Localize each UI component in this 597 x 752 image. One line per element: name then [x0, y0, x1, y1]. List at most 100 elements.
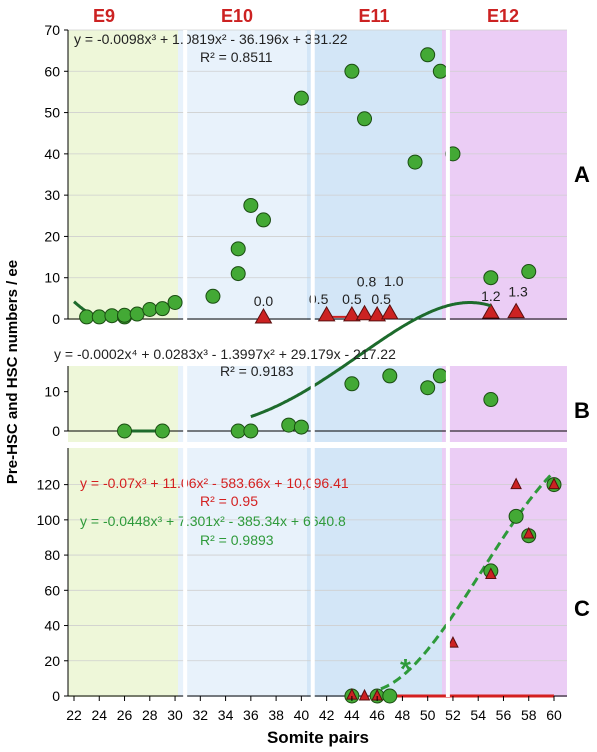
panel-a-green-point [432, 63, 448, 79]
x-tick-label: 40 [294, 707, 310, 723]
panel-a-green-point [117, 307, 133, 323]
panel-a-band-e9 [68, 30, 178, 320]
panel-a-red-point-label: 0.5 [371, 291, 391, 307]
panel-a-green-point [344, 63, 360, 79]
panel-b-green-point [293, 419, 309, 435]
x-tick-label: 24 [91, 707, 107, 723]
panel-b-fit-curve-green-right [250, 301, 492, 419]
x-tick-label: 46 [369, 707, 385, 723]
x-tick-label: 52 [445, 707, 461, 723]
panel-b-green-point [420, 380, 436, 396]
panel-a-green-point [255, 212, 271, 228]
panel-b-label: B [574, 398, 590, 423]
stage-label-e12: E12 [487, 6, 519, 26]
panel-c: 0 20 40 60 80 100 120 y = -0.07x³ + 11.06x² - … [37, 448, 590, 704]
panel-c-band-e11 [307, 448, 442, 697]
x-tick-label: 30 [167, 707, 183, 723]
panel-c-y-tick-label: 0 [52, 688, 60, 704]
panel-a-y-tick-label: 40 [44, 146, 60, 162]
panel-a-green-point [293, 90, 309, 106]
panel-a-green-point [230, 266, 246, 282]
panel-a-label: A [574, 162, 590, 187]
panel-b-green-point [154, 423, 170, 439]
panel-a-band-e11 [307, 30, 442, 320]
panel-b-green-point [382, 368, 398, 384]
panel-b-green-point [483, 392, 499, 408]
panel-a-red-point [343, 305, 361, 322]
x-tick-label: 54 [470, 707, 486, 723]
panel-a-y-tick-label: 60 [44, 63, 60, 79]
x-tick-label: 42 [319, 707, 335, 723]
panel-a-red-point-label: 1.0 [384, 273, 404, 289]
panel-c-band-e9 [68, 448, 178, 697]
panel-a-y-tick-label: 20 [44, 228, 60, 244]
panel-c-red-point [447, 636, 459, 648]
panel-a-green-point [420, 47, 436, 63]
panel-a-green-point [357, 111, 373, 127]
panel-c-red-point [548, 477, 560, 490]
panel-a-fit-equation: y = -0.0098x³ + 1.0819x² - 36.196x + 381… [74, 31, 348, 47]
panel-c-y-tick-label: 60 [44, 582, 60, 598]
panel-a-red-point [254, 307, 273, 324]
panel-b-green-point [432, 368, 448, 384]
panel-a-red-point [380, 303, 399, 320]
panel-b-y-tick-label: 10 [44, 384, 60, 400]
panel-a-green-point [521, 264, 537, 280]
panel-a-green-point [230, 241, 246, 257]
panel-a-red-point-label: 0.8 [357, 274, 377, 290]
panel-c-green-point [508, 508, 524, 524]
panel-c-y-tick-label: 120 [37, 477, 61, 493]
panel-c-red-point [485, 567, 497, 579]
panel-c-fit-curve-green [380, 470, 556, 691]
panel-b: 0 10 y = -0.0002x⁴ + 0.0283x³ - 1.3997x² … [44, 301, 590, 442]
panel-a-backgrounds [68, 30, 567, 320]
x-tick-label: 34 [218, 707, 234, 723]
x-axis-title: Somite pairs [267, 728, 369, 747]
panel-b-band-e11 [307, 366, 442, 442]
panel-a-y-tick-label: 50 [44, 105, 60, 121]
stage-label-e9: E9 [93, 6, 115, 26]
panel-a-y-tick-label: 30 [44, 187, 60, 203]
panel-b-fit-r2: R² = 0.9183 [220, 363, 294, 379]
panel-c-band-e12 [442, 448, 567, 697]
panel-b-green-point [281, 417, 297, 433]
stage-label-e11: E11 [358, 6, 389, 26]
panel-a-red-point [317, 305, 336, 322]
panel-c-band-e10 [178, 448, 307, 697]
panel-a-green-point [104, 308, 120, 324]
panel-b-fit-equation: y = -0.0002x⁴ + 0.0283x³ - 1.3997x² + 29… [54, 346, 396, 362]
panel-a-band-e12 [442, 30, 567, 320]
panel-c-y-tick-label: 100 [37, 512, 61, 528]
x-tick-label: 28 [142, 707, 158, 723]
panel-a-red-point-label: 1.3 [508, 284, 528, 300]
y-axis-title: Pre-HSC and HSC numbers / ee [4, 260, 21, 484]
panel-a-green-point [129, 306, 145, 322]
panel-a-green-point [79, 309, 95, 325]
panel-c-green-fit-r2: R² = 0.9893 [200, 532, 274, 548]
panel-c-green-point [382, 688, 398, 704]
panel-b-band-e12 [442, 366, 567, 442]
panel-a-green-point [407, 154, 423, 170]
x-tick-label: 26 [117, 707, 133, 723]
panel-c-y-tick-label: 40 [44, 618, 60, 634]
panel-a-green-point [142, 302, 158, 318]
x-tick-label: 44 [344, 707, 360, 723]
x-tick-label: 56 [496, 707, 512, 723]
panel-a-red-point [507, 302, 525, 319]
x-tick-label: 58 [521, 707, 537, 723]
panel-b-green-point [230, 423, 246, 439]
panel-c-red-point [358, 688, 371, 701]
x-tick-label: 38 [268, 707, 284, 723]
panel-a-green-point [167, 294, 183, 310]
panel-c-red-point [510, 477, 522, 490]
panel-a-red-point [355, 304, 374, 321]
panel-c-annotation-asterisk: * [400, 653, 411, 684]
panel-a-green-point [91, 309, 107, 325]
x-tick-label: 32 [193, 707, 209, 723]
stage-label-e10: E10 [221, 6, 253, 26]
x-tick-label: 50 [420, 707, 436, 723]
panel-c-backgrounds [68, 448, 567, 697]
panel-a-fit-r2: R² = 0.8511 [200, 49, 273, 65]
panel-b-green-point [344, 376, 360, 392]
